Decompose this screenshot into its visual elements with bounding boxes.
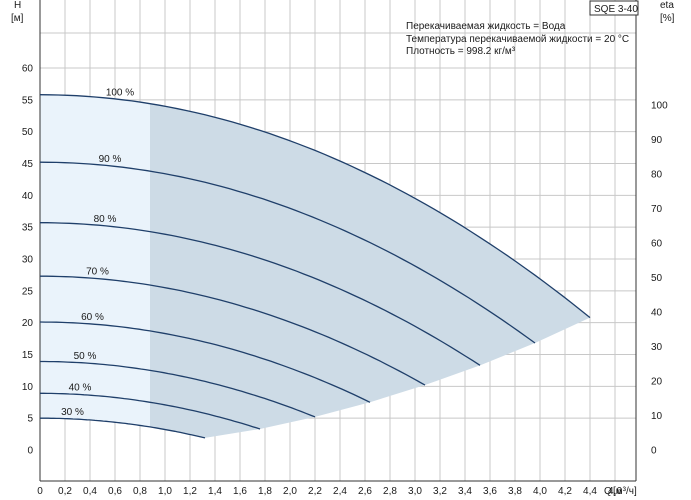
y-right-tick-label: 70	[651, 204, 663, 215]
x-tick-label: 4,0	[533, 486, 547, 497]
y-left-tick-label: 25	[22, 286, 34, 297]
model-label: SQE 3-40	[594, 4, 638, 15]
speed-curve-label: 100 %	[106, 87, 134, 98]
y-left-tick-label: 35	[22, 223, 34, 234]
y-left-tick-label: 60	[22, 64, 34, 75]
y-right-tick-label: 50	[651, 273, 663, 284]
x-tick-label: 1,8	[258, 486, 272, 497]
x-tick-label: 4,6	[608, 486, 622, 497]
speed-curve-label: 40 %	[69, 383, 92, 394]
y-left-tick-label: 45	[22, 159, 34, 170]
x-tick-label: 3,2	[433, 486, 447, 497]
y-left-axis-unit: [м]	[11, 13, 24, 24]
x-tick-label: 0,2	[58, 486, 72, 497]
tick-labels: 0 0,2 0,4 0,6 0,8 1,0 1,2 1,4 1,6 1,8 2,0 2,2 2,4 2,6…	[22, 64, 668, 498]
y-right-tick-label: 40	[651, 308, 663, 319]
y-right-tick-label: 10	[651, 411, 663, 422]
x-tick-label: 1,0	[158, 486, 172, 497]
y-right-tick-label: 20	[651, 377, 663, 388]
x-tick-label: 2,2	[308, 486, 322, 497]
y-left-tick-label: 50	[22, 127, 34, 138]
y-left-tick-label: 55	[22, 95, 34, 106]
y-left-tick-label: 15	[22, 350, 34, 361]
y-right-tick-label: 0	[651, 446, 657, 457]
x-tick-label: 3,8	[508, 486, 522, 497]
info-block: Перекачиваемая жидкость = Вода Температу…	[406, 21, 629, 57]
speed-curve-label: 90 %	[99, 154, 122, 165]
speed-curves: 100 % 90 % 80 % 70 % 60 % 50 % 40 % 30 %	[39, 87, 591, 439]
y-left-tick-label: 0	[27, 446, 33, 457]
x-tick-label: 2,0	[283, 486, 297, 497]
y-right-axis-unit: [%]	[660, 13, 675, 24]
speed-curve-label: 50 %	[74, 351, 97, 362]
y-right-tick-label: 100	[651, 101, 668, 112]
y-right-tick-label: 30	[651, 342, 663, 353]
speed-curve	[39, 321, 371, 403]
speed-curve	[40, 360, 316, 418]
y-left-tick-label: 30	[22, 255, 34, 266]
info-density: Плотность = 998.2 кг/м³	[406, 46, 516, 57]
y-right-axis-label: eta	[660, 0, 674, 11]
x-tick-label: 0	[37, 486, 43, 497]
low-flow-zone	[40, 94, 150, 438]
x-tick-label: 4,4	[583, 486, 597, 497]
speed-curve-label: 70 %	[86, 267, 109, 278]
model-box-frame	[589, 0, 639, 16]
operating-area	[40, 94, 590, 438]
x-tick-label: 2,4	[333, 486, 347, 497]
info-temperature: Температура перекачиваемой жидкости = 20…	[406, 34, 629, 45]
x-tick-label: 1,4	[208, 486, 222, 497]
speed-curve	[40, 222, 481, 366]
speed-curve	[40, 275, 426, 386]
operating-zone	[150, 94, 590, 438]
y-left-axis-label: H	[14, 0, 21, 11]
speed-curve	[40, 417, 206, 439]
x-axis-unit: [м³/ч]	[613, 486, 637, 497]
x-axis-label: Q	[604, 486, 612, 497]
speed-curve	[39, 161, 536, 344]
axes	[39, 0, 637, 482]
y-right-tick-label: 80	[651, 170, 663, 181]
x-tick-label: 2,8	[383, 486, 397, 497]
speed-curve	[40, 392, 261, 430]
x-tick-label: 1,2	[183, 486, 197, 497]
y-left-tick-label: 5	[27, 414, 33, 425]
model-box: SQE 3-40	[589, 0, 639, 16]
info-liquid: Перекачиваемая жидкость = Вода	[406, 21, 566, 32]
x-tick-label: 3,4	[458, 486, 472, 497]
speed-curve-label: 60 %	[81, 312, 104, 323]
speed-curve-label: 80 %	[94, 214, 117, 225]
y-left-tick-label: 10	[22, 382, 34, 393]
y-right-tick-label: 60	[651, 239, 663, 250]
x-tick-label: 1,6	[233, 486, 247, 497]
x-tick-label: 0,4	[83, 486, 97, 497]
x-tick-label: 4,2	[558, 486, 572, 497]
x-tick-label: 0,8	[133, 486, 147, 497]
x-tick-label: 2,6	[358, 486, 372, 497]
y-right-tick-label: 90	[651, 135, 663, 146]
x-tick-label: 3,0	[408, 486, 422, 497]
y-left-tick-label: 40	[22, 191, 34, 202]
speed-curve	[39, 94, 591, 319]
x-tick-label: 0,6	[108, 486, 122, 497]
speed-curve-label: 30 %	[61, 407, 84, 418]
x-tick-label: 3,6	[483, 486, 497, 497]
y-left-tick-label: 20	[22, 318, 34, 329]
